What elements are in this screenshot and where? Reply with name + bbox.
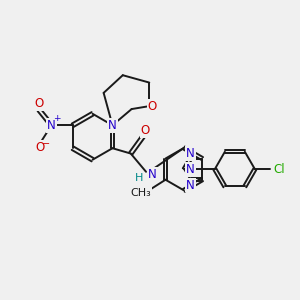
Text: N: N bbox=[47, 119, 56, 132]
Text: N: N bbox=[148, 168, 157, 181]
Text: O: O bbox=[35, 141, 44, 154]
Text: CH₃: CH₃ bbox=[131, 188, 152, 198]
Text: N: N bbox=[186, 147, 195, 160]
Text: N: N bbox=[186, 163, 195, 176]
Text: O: O bbox=[148, 100, 157, 112]
Text: O: O bbox=[34, 97, 43, 110]
Text: N: N bbox=[186, 178, 195, 191]
Text: O: O bbox=[141, 124, 150, 137]
Text: Cl: Cl bbox=[273, 163, 285, 176]
Text: N: N bbox=[108, 119, 117, 132]
Text: H: H bbox=[135, 173, 144, 183]
Text: +: + bbox=[53, 114, 60, 123]
Text: −: − bbox=[42, 139, 51, 149]
